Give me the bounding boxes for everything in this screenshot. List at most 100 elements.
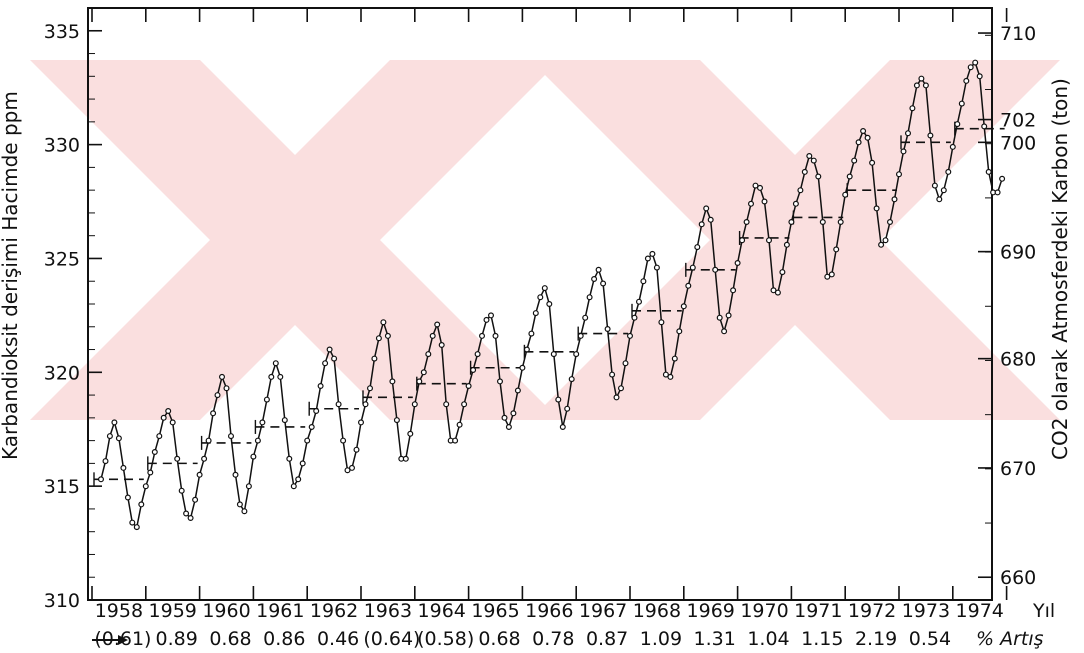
data-point: [712, 266, 719, 273]
data-point: [241, 508, 248, 515]
y-tick-label: 320: [44, 362, 80, 384]
data-point: [869, 159, 876, 166]
data-point: [878, 241, 885, 248]
increase-rate: (0.64): [363, 628, 420, 650]
data-point: [756, 184, 763, 191]
data-point: [510, 410, 517, 417]
data-point: [133, 524, 140, 531]
data-point: [102, 458, 109, 465]
data-point: [945, 168, 952, 175]
data-point: [528, 330, 535, 337]
data-point: [703, 205, 710, 212]
data-point: [568, 376, 575, 383]
data-point: [375, 335, 382, 342]
data-point: [483, 316, 490, 323]
year-label: 1970: [740, 600, 788, 622]
data-point: [452, 437, 459, 444]
data-point: [183, 510, 190, 517]
data-point: [886, 219, 893, 226]
data-point: [290, 483, 297, 490]
data-point: [958, 100, 965, 107]
increase-rate: 0.87: [586, 628, 628, 650]
data-point: [465, 383, 472, 390]
y-tick-label: 315: [44, 476, 80, 498]
data-point: [151, 449, 158, 456]
data-point: [523, 346, 530, 353]
data-point: [963, 77, 970, 84]
data-point: [304, 437, 311, 444]
data-point: [178, 487, 185, 494]
data-point: [169, 419, 176, 426]
increase-rate-labels: (0.61)0.890.680.860.46(0.64)(0.58)0.680.…: [94, 628, 951, 650]
data-point: [555, 396, 562, 403]
data-point: [680, 303, 687, 310]
data-point: [541, 285, 548, 292]
data-point: [228, 433, 235, 440]
data-point: [792, 200, 799, 207]
year-label: 1971: [794, 600, 842, 622]
data-point: [640, 278, 647, 285]
data-point: [393, 417, 400, 424]
data-point: [353, 446, 360, 453]
data-point: [402, 455, 409, 462]
year-label: 1960: [202, 600, 250, 622]
data-point: [389, 378, 396, 385]
data-point: [559, 424, 566, 431]
data-point: [577, 332, 584, 339]
data-point: [900, 148, 907, 155]
year-label: 1964: [418, 600, 466, 622]
year-label: 1967: [579, 600, 627, 622]
data-point: [201, 455, 208, 462]
data-point: [658, 319, 665, 326]
data-point: [250, 453, 257, 460]
data-point: [725, 312, 732, 319]
data-point: [115, 435, 122, 442]
data-point: [564, 405, 571, 412]
data-point: [308, 424, 315, 431]
data-point: [860, 128, 867, 135]
monthly-co2-series: [97, 59, 1006, 531]
data-point: [904, 130, 911, 137]
data-point: [626, 332, 633, 339]
year-label: 1972: [848, 600, 896, 622]
increase-rate: 0.46: [317, 628, 359, 650]
data-point: [649, 250, 656, 257]
data-point: [622, 360, 629, 367]
data-point: [111, 419, 118, 426]
increase-rate: 0.86: [263, 628, 305, 650]
data-point: [573, 351, 580, 358]
increase-label: % Artış: [976, 628, 1044, 650]
data-point: [976, 73, 983, 80]
data-point: [124, 494, 131, 501]
data-point: [514, 387, 521, 394]
data-point: [474, 351, 481, 358]
increase-rate: 0.54: [909, 628, 951, 650]
year-label: 1966: [525, 600, 573, 622]
data-point: [174, 455, 181, 462]
data-point: [335, 401, 342, 408]
data-point: [488, 312, 495, 319]
data-point: [985, 168, 992, 175]
increase-rate: 0.68: [209, 628, 251, 650]
year-label: 1974: [956, 600, 1004, 622]
data-point: [617, 385, 624, 392]
right-tick-label: 680: [1000, 349, 1036, 371]
data-point: [192, 496, 199, 503]
data-point: [613, 394, 620, 401]
data-point: [609, 371, 616, 378]
data-point: [537, 294, 544, 301]
data-point: [815, 173, 822, 180]
data-point: [236, 501, 243, 508]
data-point: [120, 464, 127, 471]
data-point: [268, 373, 275, 380]
watermark: [30, 60, 1060, 420]
data-point: [761, 198, 768, 205]
data-point: [819, 219, 826, 226]
data-point: [187, 514, 194, 521]
data-point: [129, 519, 136, 526]
data-point: [277, 373, 284, 380]
right-tick-label: 700: [1000, 132, 1036, 154]
data-point: [604, 326, 611, 333]
data-point: [223, 385, 230, 392]
